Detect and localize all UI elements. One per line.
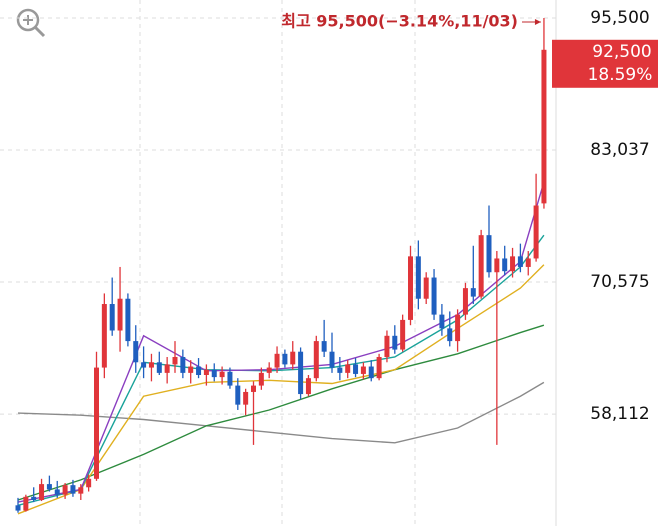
moving-average — [17, 324, 545, 501]
candle-body — [541, 49, 547, 204]
y-tick-label: 70,575 — [590, 272, 649, 292]
candle-body — [258, 372, 264, 386]
candle-body — [235, 385, 241, 405]
candle-body — [423, 277, 429, 299]
candle-body — [298, 351, 304, 395]
high-annotation: 최고 95,500(−3.14%,11/03) — [281, 12, 518, 31]
candle-body — [408, 256, 413, 320]
candle-body — [109, 304, 115, 331]
moving-average — [17, 381, 545, 444]
candle-body — [353, 364, 359, 374]
candle-body — [345, 364, 351, 373]
candle-body — [23, 496, 29, 511]
candle-body — [148, 362, 154, 368]
candle-body — [251, 385, 256, 392]
candle-body — [86, 478, 92, 488]
candle-body — [54, 489, 60, 495]
candle-body — [400, 319, 406, 350]
candle-body — [470, 288, 476, 297]
candle-body — [415, 256, 421, 299]
change-rate: 18.59% — [588, 65, 653, 85]
candle-body — [227, 371, 233, 386]
candle-body — [203, 369, 209, 375]
candle-body — [305, 378, 311, 395]
candle-body — [141, 362, 147, 368]
candle-body — [290, 351, 296, 365]
candle-body — [243, 391, 249, 405]
current-price-box — [552, 39, 658, 88]
candle-body — [78, 487, 84, 494]
candle-body — [517, 256, 523, 267]
zoom-handle — [33, 25, 46, 38]
candle-body — [46, 484, 52, 490]
candle-body — [321, 341, 327, 352]
candle-body — [533, 205, 539, 259]
candle-body — [266, 367, 272, 373]
zoom-icon[interactable] — [16, 8, 46, 38]
candle-body — [156, 362, 162, 373]
candle-body — [101, 304, 107, 368]
candle-body — [188, 366, 194, 373]
candle-body — [282, 353, 288, 365]
candle-body — [510, 256, 516, 272]
candle-body — [15, 505, 21, 511]
candle-body — [462, 288, 468, 315]
candle-body — [439, 314, 445, 329]
candle-body — [133, 341, 139, 363]
candle-body — [117, 298, 123, 331]
candle-body — [478, 235, 484, 297]
y-tick-label: 95,500 — [590, 8, 649, 28]
candle-body — [31, 496, 37, 500]
candle-body — [172, 356, 178, 365]
candle-body — [360, 366, 366, 374]
candle-body — [502, 258, 508, 272]
candle-body — [62, 485, 68, 495]
candle-body — [125, 298, 131, 342]
candle-body — [180, 356, 186, 373]
candle-body — [525, 258, 531, 267]
candle-body — [164, 364, 170, 373]
candle-body — [196, 366, 202, 375]
candle-body — [431, 277, 437, 315]
candle-body — [368, 366, 374, 379]
candle-body — [494, 258, 500, 273]
candle-body — [219, 371, 225, 378]
candle-body — [455, 314, 461, 342]
candle-body — [392, 335, 398, 350]
y-tick-label: 58,112 — [590, 404, 649, 424]
candle-body — [384, 335, 390, 357]
candle-body — [39, 484, 45, 500]
candle-body — [337, 367, 343, 373]
candle-body — [70, 485, 76, 494]
current-price: 92,500 — [592, 42, 651, 62]
candle-body — [486, 235, 492, 273]
candle-body — [329, 351, 335, 368]
candle-body — [313, 341, 319, 379]
arrow-head — [534, 19, 541, 26]
candle-body — [274, 353, 280, 368]
candle-body — [447, 328, 453, 342]
candle-body — [211, 369, 217, 378]
zoom-lens — [16, 8, 40, 32]
candle-body — [94, 367, 99, 479]
y-tick-label: 83,037 — [590, 140, 649, 160]
candle-body — [376, 356, 382, 379]
